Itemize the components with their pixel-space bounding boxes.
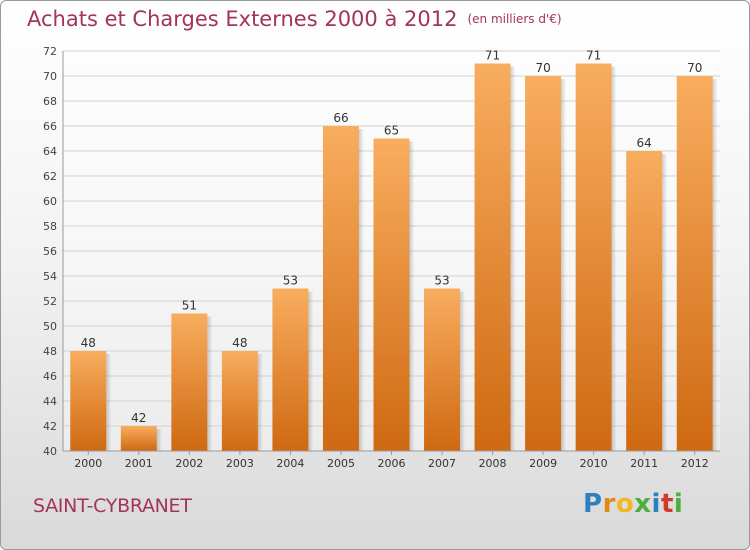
bar-2007	[424, 288, 461, 451]
logo-letter: x	[634, 489, 652, 519]
x-tick-label: 2002	[175, 457, 203, 470]
y-tick-label: 68	[43, 95, 57, 108]
logo-letter: o	[615, 489, 635, 519]
data-label: 66	[333, 111, 348, 125]
bar-2006	[373, 138, 410, 451]
bar-2004	[272, 288, 309, 451]
y-tick-label: 62	[43, 170, 57, 183]
bar-shadow	[358, 129, 364, 451]
y-tick-label: 72	[43, 45, 57, 58]
bar-2000	[70, 351, 107, 451]
y-tick-label: 64	[43, 145, 57, 158]
logo-letter: r	[602, 489, 616, 519]
x-axis: 2000 2001 2002 2003 2004 2005 2006 2007 2008 2009…	[63, 450, 720, 470]
x-tick-label: 2005	[327, 457, 355, 470]
bar-2001	[120, 426, 157, 451]
data-label: 42	[131, 411, 146, 425]
logo-letter: P	[583, 489, 603, 519]
bar-shadow	[561, 79, 567, 451]
data-label: 64	[637, 136, 652, 150]
x-tick-label: 2006	[378, 457, 406, 470]
bar-2012	[676, 76, 713, 451]
bar-2009	[525, 76, 562, 451]
y-tick-label: 46	[43, 370, 57, 383]
bar-shadow	[409, 141, 415, 451]
data-label: 51	[182, 299, 197, 313]
bar-shadow	[460, 291, 466, 451]
y-tick-label: 54	[43, 270, 57, 283]
x-tick-label: 2009	[529, 457, 557, 470]
bar-shadow	[712, 79, 718, 451]
y-tick-label: 60	[43, 195, 57, 208]
bar-shadow	[308, 291, 314, 451]
x-tick-label: 2012	[681, 457, 709, 470]
y-tick-label: 52	[43, 295, 57, 308]
chart-title: Achats et Charges Externes 2000 à 2012 (e…	[27, 7, 562, 31]
data-label: 48	[81, 336, 96, 350]
bar-shadow	[662, 154, 668, 451]
title-unit: (en milliers d'€)	[467, 12, 562, 26]
y-tick-label: 66	[43, 120, 57, 133]
x-tick-label: 2003	[226, 457, 254, 470]
bar-2010	[575, 63, 612, 451]
data-label: 71	[485, 49, 500, 63]
data-label: 53	[434, 274, 449, 288]
title-text: Achats et Charges Externes 2000 à 2012	[27, 7, 458, 31]
y-tick-label: 70	[43, 70, 57, 83]
bar-shadow	[510, 66, 516, 451]
bar-2002	[171, 313, 208, 451]
y-tick-label: 58	[43, 220, 57, 233]
x-tick-label: 2008	[479, 457, 507, 470]
y-tick-label: 50	[43, 320, 57, 333]
bar-shadow	[156, 429, 162, 451]
y-tick-label: 42	[43, 420, 57, 433]
place-name: SAINT-CYBRANET	[33, 495, 192, 517]
y-tick-label: 48	[43, 345, 57, 358]
bar-2003	[221, 351, 258, 451]
y-tick-label: 44	[43, 395, 57, 408]
data-label: 65	[384, 124, 399, 138]
x-tick-label: 2007	[428, 457, 456, 470]
logo-letter: i	[673, 489, 684, 519]
data-label: 71	[586, 49, 601, 63]
x-tick-label: 2004	[276, 457, 304, 470]
bar-shadow	[257, 354, 263, 451]
bar-shadow	[207, 316, 213, 451]
data-label: 48	[232, 336, 247, 350]
x-tick-label: 2011	[630, 457, 658, 470]
bar-2008	[474, 63, 511, 451]
data-label: 70	[687, 61, 702, 75]
y-tick-label: 56	[43, 245, 57, 258]
proxiti-logo: Proxiti	[583, 489, 683, 519]
data-label: 70	[535, 61, 550, 75]
y-tick-label: 40	[43, 445, 57, 458]
x-tick-label: 2001	[125, 457, 153, 470]
bars: 48 42 51 48 53 66 65 53 71 70 71 64 70	[70, 49, 718, 451]
bar-shadow	[611, 66, 617, 451]
bar-2011	[626, 151, 663, 451]
bar-2005	[322, 126, 359, 451]
logo-letter: i	[651, 489, 661, 519]
x-tick-label: 2000	[74, 457, 102, 470]
bar-shadow	[106, 354, 112, 451]
x-tick-label: 2010	[580, 457, 608, 470]
data-label: 53	[283, 274, 298, 288]
y-axis: 40 42 44 46 48 50 52 54 56 58 60 62 64 66 68 70 72	[43, 45, 64, 458]
logo-letter: t	[660, 489, 674, 519]
